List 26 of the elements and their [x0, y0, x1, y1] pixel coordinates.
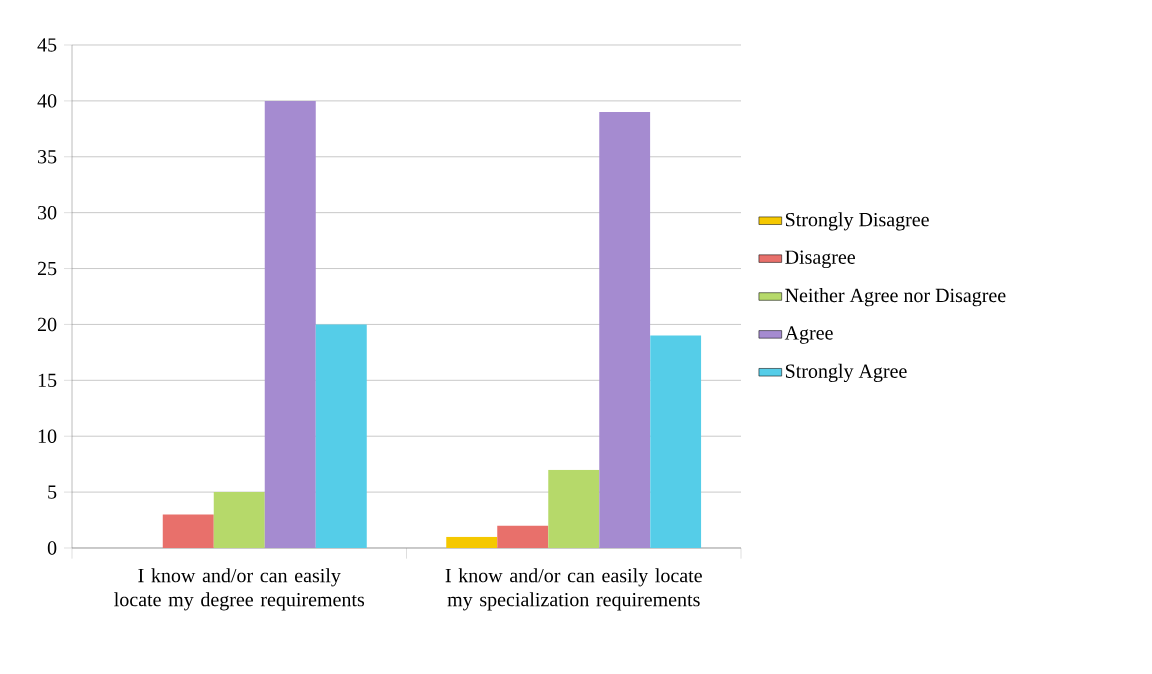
legend-label: Strongly Agree [785, 363, 907, 382]
legend-label: Neither Agree nor Disagree [785, 288, 1006, 307]
bar [650, 335, 702, 548]
legend-label: Disagree [785, 250, 855, 269]
y-tick-label: 35 [38, 150, 57, 164]
legend-label: Agree [784, 326, 833, 344]
bar [497, 525, 549, 548]
bar [315, 324, 367, 548]
bar [213, 492, 265, 548]
x-tick-label: I know and/or can easily locate my specialization requirements [445, 568, 702, 611]
y-tick-label: 20 [37, 317, 57, 332]
y-tick-label: 0 [47, 541, 57, 555]
y-tick-label: 30 [38, 205, 57, 220]
y-tick-label: 45 [37, 38, 57, 52]
bar [162, 514, 214, 548]
y-tick-label: 5 [48, 485, 57, 499]
bar [599, 112, 651, 548]
x-tick-label: I know and/or can easily locate my degree requirements [114, 568, 365, 611]
y-tick-label: 15 [38, 373, 57, 388]
y-tick-label: 10 [38, 429, 57, 443]
y-tick-label: 40 [37, 94, 57, 108]
legend-label: Strongly Disagree [785, 212, 929, 231]
bar [446, 536, 498, 548]
y-tick-label: 25 [37, 261, 57, 276]
bar [264, 100, 316, 548]
bar [548, 469, 600, 548]
